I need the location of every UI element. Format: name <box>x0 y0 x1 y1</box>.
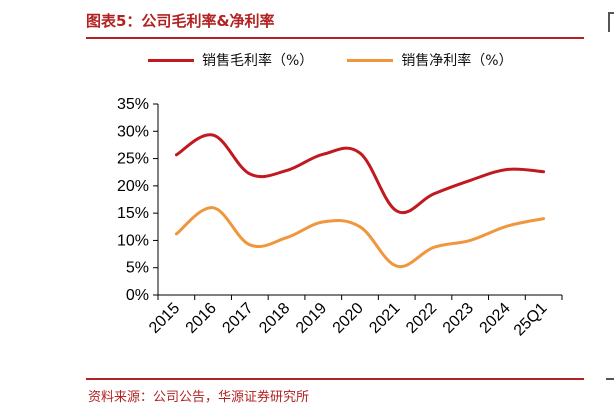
x-tick-label: 25Q1 <box>511 300 551 340</box>
y-tick-label: 20% <box>117 178 149 195</box>
source-rule <box>86 378 584 380</box>
x-tick-label: 2017 <box>219 300 256 337</box>
x-tick-label: 2016 <box>183 300 220 337</box>
legend-label-gross: 销售毛利率（%） <box>202 53 314 69</box>
x-tick-label: 2019 <box>293 300 330 337</box>
x-tick-label: 2021 <box>366 300 403 337</box>
page-edge-mark-bottom <box>606 378 614 380</box>
y-tick-label: 15% <box>117 205 149 222</box>
title-rule <box>86 37 584 39</box>
x-tick-label: 2018 <box>256 300 293 337</box>
x-tick-label: 2015 <box>146 300 183 337</box>
source-note: 资料来源：公司公告，华源证券研究所 <box>88 390 310 405</box>
x-tick-label: 2024 <box>477 300 514 337</box>
x-tick-label: 2020 <box>330 300 367 337</box>
chart-legend: 销售毛利率（%） 销售净利率（%） <box>148 50 547 70</box>
net-margin-line <box>174 206 546 269</box>
x-tick-label: 2022 <box>403 300 440 337</box>
y-tick-label: 0% <box>126 287 149 304</box>
y-tick-label: 10% <box>117 232 149 249</box>
figure-title: 图表5：公司毛利率&净利率 <box>86 12 275 30</box>
y-tick-label: 25% <box>117 151 149 168</box>
legend-swatch-gross <box>148 58 194 62</box>
y-tick-label: 30% <box>117 123 149 140</box>
legend-label-net: 销售净利率（%） <box>401 53 513 69</box>
gross-margin-line <box>174 133 546 215</box>
page-edge-mark <box>608 12 614 32</box>
legend-item-net: 销售净利率（%） <box>347 50 513 70</box>
legend-swatch-net <box>347 58 394 62</box>
legend-item-gross: 销售毛利率（%） <box>148 50 313 70</box>
y-tick-label: 5% <box>126 260 149 277</box>
x-tick-label: 2023 <box>440 300 477 337</box>
y-tick-label: 35% <box>117 96 149 113</box>
